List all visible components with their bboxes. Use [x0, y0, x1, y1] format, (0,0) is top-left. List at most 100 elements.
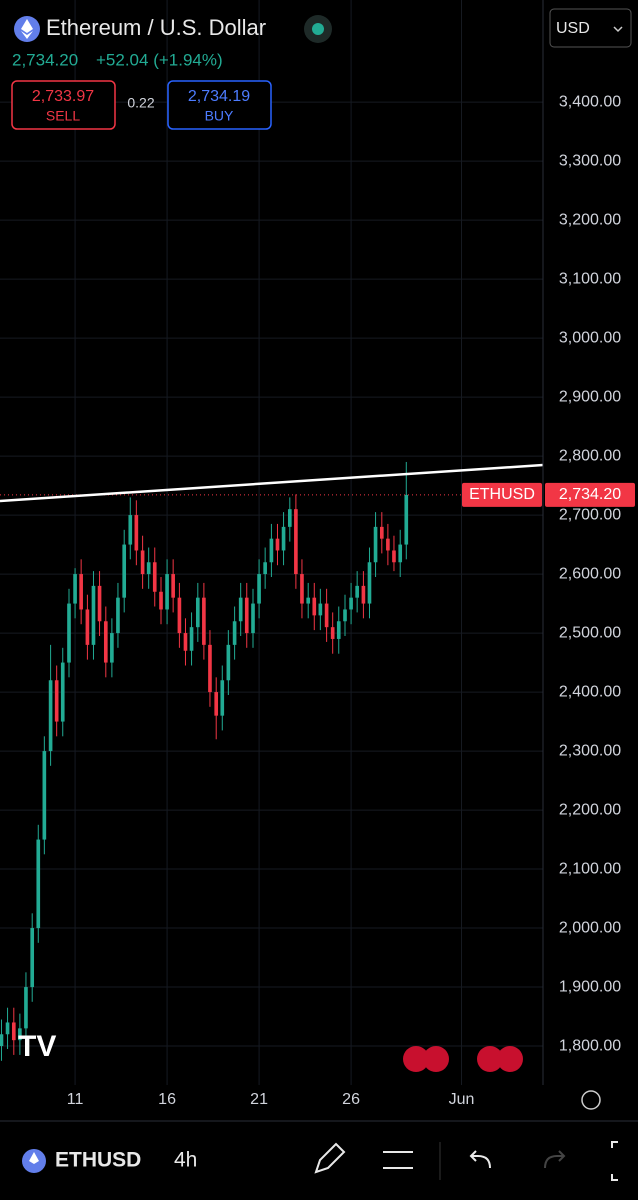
- candle-body: [312, 597, 317, 616]
- price-tag-label: 2,734.20: [559, 486, 621, 503]
- candle-body: [361, 585, 366, 604]
- candle-body: [11, 1022, 16, 1041]
- candle-body: [140, 550, 145, 575]
- spread: 0.22: [127, 95, 154, 111]
- y-tick-label: 2,200.00: [559, 801, 621, 818]
- candle-body: [171, 574, 175, 598]
- candle-body: [306, 597, 311, 604]
- candle-body: [128, 515, 133, 545]
- candle-body: [269, 538, 274, 563]
- event-icon[interactable]: [423, 1046, 449, 1072]
- price: 2,734.20: [12, 50, 78, 69]
- candle-body: [73, 574, 77, 604]
- candle-body: [238, 597, 243, 622]
- candle-body: [263, 562, 267, 575]
- candle-body: [159, 591, 163, 610]
- y-tick-label: 3,100.00: [559, 270, 621, 287]
- candle-body: [244, 597, 249, 634]
- candle-body: [373, 526, 378, 563]
- y-tick-label: 1,800.00: [559, 1037, 621, 1054]
- y-tick-label: 2,000.00: [559, 919, 621, 936]
- candle-body: [79, 574, 83, 610]
- candle-body: [60, 662, 65, 722]
- candle-body: [42, 751, 47, 840]
- candle-body: [398, 544, 403, 563]
- change: +52.04 (+1.94%): [96, 50, 223, 69]
- candle-body: [67, 603, 71, 663]
- candle-body: [287, 509, 292, 527]
- candle-body: [318, 603, 323, 616]
- logo: TV: [18, 1030, 56, 1063]
- candle-body: [177, 597, 182, 634]
- candle-body: [24, 987, 28, 1029]
- candle-body: [386, 538, 390, 551]
- event-icon[interactable]: [403, 1046, 429, 1072]
- y-tick-label: 3,200.00: [559, 211, 621, 228]
- price-tag: [545, 482, 635, 507]
- candle-body: [103, 621, 108, 663]
- fullscreen-icon[interactable]: [611, 1141, 618, 1181]
- y-tick-label: 2,700.00: [559, 506, 621, 523]
- trend-line: [0, 463, 544, 503]
- sell-label: SELL: [46, 108, 80, 124]
- draw-icon[interactable]: [314, 1142, 346, 1174]
- x-tick-label: 16: [158, 1091, 176, 1108]
- event-icon[interactable]: [477, 1046, 503, 1072]
- y-tick-label: 3,300.00: [559, 152, 621, 169]
- candle-body: [183, 633, 188, 651]
- candle-body: [392, 550, 396, 563]
- plot: 1,800.00 1,900.00 2,000.00 2,100.00 2,200.00…: [0, 0, 635, 1108]
- chevron: [613, 26, 623, 33]
- x-tick-label: 21: [250, 1091, 268, 1108]
- candle-body: [5, 1022, 10, 1035]
- candle-body: [48, 680, 53, 752]
- buy-button[interactable]: [167, 80, 272, 130]
- y-tick-label: 2,100.00: [559, 860, 621, 877]
- candle-body: [134, 515, 139, 551]
- candle-body: [257, 574, 261, 604]
- y-tick-label: 2,300.00: [559, 742, 621, 759]
- x-tick-label: 26: [342, 1091, 360, 1108]
- status-dot: [312, 23, 324, 35]
- candle-body: [349, 597, 353, 610]
- sell-price: 2,733.97: [32, 88, 94, 105]
- title: Ethereum / U.S. Dollar: [46, 15, 266, 40]
- candle-body: [0, 1034, 4, 1047]
- y-tick-label: 2,900.00: [559, 388, 621, 405]
- settings-icon[interactable]: [581, 1090, 601, 1110]
- y-tick-label: 2,400.00: [559, 683, 621, 700]
- candle-body: [404, 494, 409, 545]
- candle-body: [379, 526, 384, 539]
- indicators-icon[interactable]: [383, 1151, 413, 1169]
- candle-body: [54, 680, 59, 722]
- y-tick-label: 2,600.00: [559, 565, 621, 582]
- toolbar-symbol[interactable]: ETHUSD: [55, 1149, 141, 1172]
- candle-body: [97, 585, 102, 622]
- currency-select[interactable]: [549, 8, 632, 48]
- eth-glyph: [29, 1152, 39, 1164]
- event-icon[interactable]: [497, 1046, 523, 1072]
- candle-body: [324, 603, 329, 628]
- redo-icon[interactable]: [544, 1150, 566, 1169]
- buy-label: BUY: [205, 108, 234, 124]
- currency: USD: [556, 20, 590, 37]
- candle-body: [336, 621, 341, 639]
- sell-button[interactable]: [11, 80, 116, 130]
- candle-body: [202, 597, 206, 645]
- symbol-tag-label: ETHUSD: [469, 486, 535, 503]
- y-tick-label: 3,400.00: [559, 93, 621, 110]
- buy-price: 2,734.19: [188, 88, 250, 105]
- y-tick-label: 3,000.00: [559, 329, 621, 346]
- candle-body: [281, 526, 286, 551]
- x-tick-label: Jun: [449, 1091, 475, 1108]
- undo-icon[interactable]: [469, 1150, 491, 1169]
- y-tick-label: 2,800.00: [559, 447, 621, 464]
- candle-body: [152, 562, 157, 592]
- candle-body: [343, 609, 347, 622]
- candle-body: [214, 692, 219, 716]
- candle-body: [232, 621, 237, 645]
- candle-body: [208, 644, 212, 693]
- interval[interactable]: 4h: [174, 1149, 197, 1172]
